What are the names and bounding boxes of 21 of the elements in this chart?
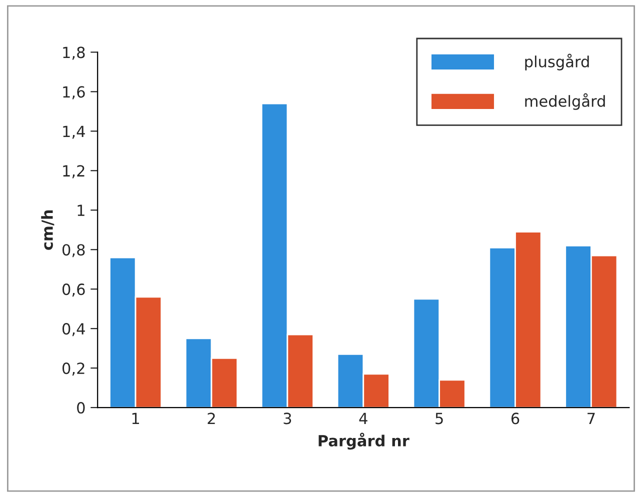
y-tick-label: 1,8 (63, 46, 85, 60)
y-axis-title: cm/h (41, 210, 54, 250)
y-tick-label: 0,6 (62, 284, 85, 297)
y-tick-label: 0,8 (62, 244, 85, 258)
x-tick-label: 3 (284, 412, 292, 424)
y-tick-label: 1,2 (63, 165, 84, 178)
y-tick-label: 1,4 (63, 126, 85, 139)
legend-label: medelgård (525, 93, 605, 110)
y-tick-label: 0,2 (62, 362, 84, 376)
x-tick-label: 1 (132, 412, 140, 424)
x-tick-label: 2 (208, 412, 215, 424)
x-tick-label: 7 (588, 412, 595, 424)
x-tick-label: 6 (511, 412, 520, 424)
x-axis-title: Pargård nr (318, 432, 410, 450)
y-tick-label: 0,4 (62, 323, 85, 336)
y-tick-label: 0 (77, 402, 85, 414)
x-tick-label: 5 (436, 412, 443, 424)
x-tick-label: 4 (359, 412, 368, 424)
legend-label: plusgård (525, 54, 589, 70)
y-tick-label: 1 (78, 204, 84, 216)
y-tick-label: 1,6 (63, 86, 85, 100)
